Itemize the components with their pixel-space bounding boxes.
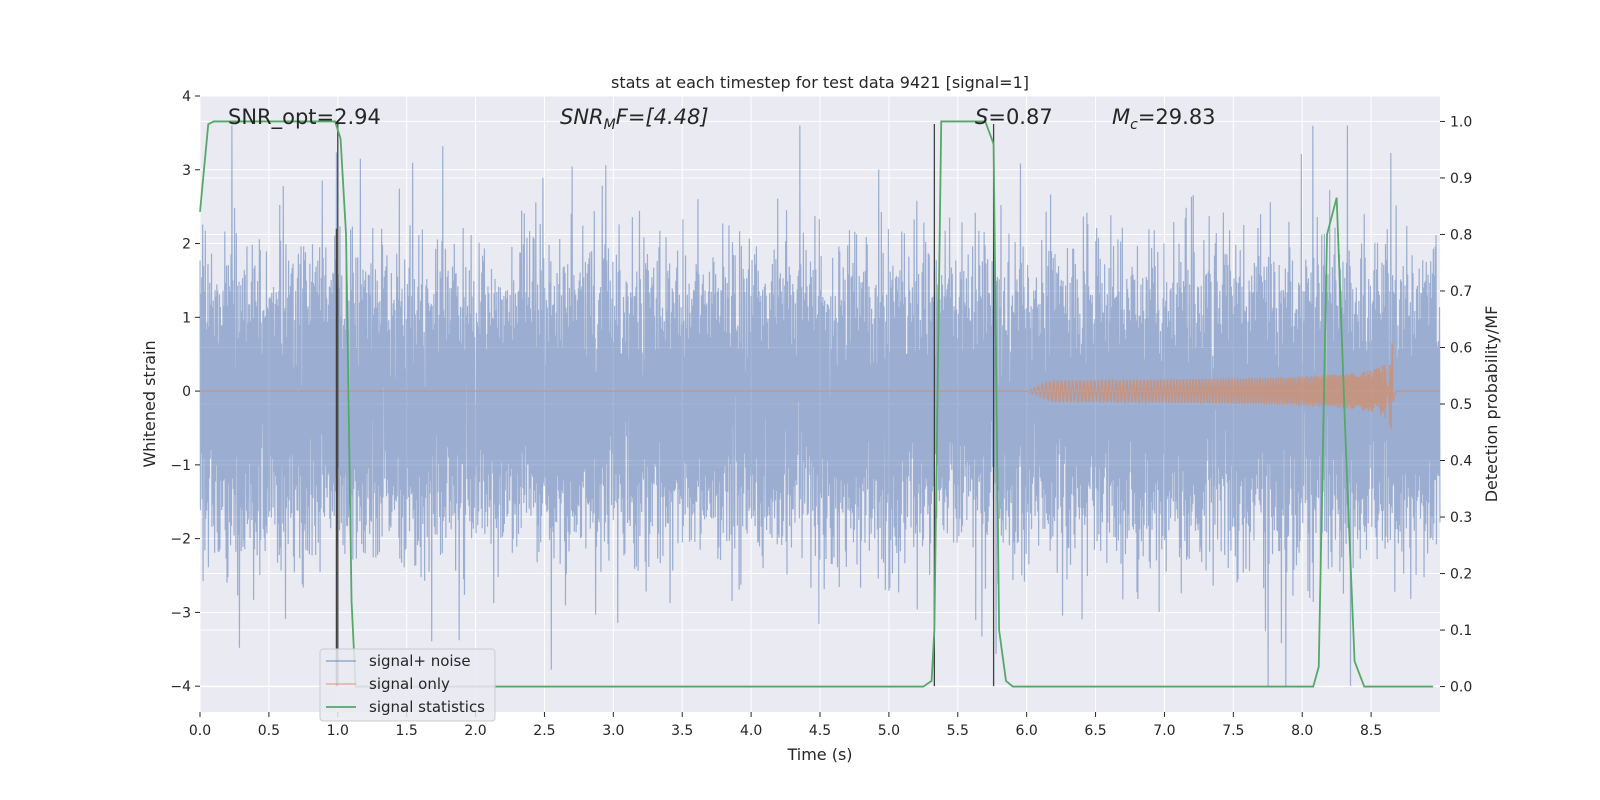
snr-mf-base: SNR <box>560 105 604 129</box>
x-tick-label: 2.5 <box>533 723 555 739</box>
x-tick-label: 7.5 <box>1222 723 1244 739</box>
legend: signal+ noise signal only signal statist… <box>319 648 496 722</box>
s-value: =0.87 <box>988 105 1052 129</box>
s-annotation: S=0.87 <box>975 105 1053 129</box>
y-tick-label-left: 4 <box>182 89 191 105</box>
series-signal-only <box>200 343 1440 430</box>
y-tick-label-right: 0.5 <box>1450 397 1472 413</box>
mc-annotation: Mc=29.83 <box>1112 105 1216 133</box>
y-tick-label-right: 0.9 <box>1450 171 1472 187</box>
legend-label-signal-only: signal only <box>369 675 450 693</box>
x-tick-label: 1.5 <box>396 723 418 739</box>
chart-title: stats at each timestep for test data 942… <box>611 73 1029 92</box>
x-tick-label: 4.5 <box>809 723 831 739</box>
x-tick-label: 6.5 <box>1084 723 1106 739</box>
legend-label-signal-statistics: signal statistics <box>369 698 485 716</box>
x-tick-label: 5.0 <box>878 723 900 739</box>
x-tick-label: 6.0 <box>1016 723 1038 739</box>
x-tick-label: 1.0 <box>327 723 349 739</box>
legend-box <box>319 648 496 722</box>
x-tick-label: 0.0 <box>189 723 211 739</box>
x-tick-label: 7.0 <box>1153 723 1175 739</box>
y-tick-label-left: −2 <box>170 532 191 548</box>
snr-mf-annotation: SNRMF=[4.48] <box>560 105 709 133</box>
y-tick-label-left: 2 <box>182 237 191 253</box>
y-tick-label-left: −1 <box>170 458 191 474</box>
y-axis-label-right: Detection probability/MF <box>1482 306 1501 503</box>
x-axis-label: Time (s) <box>786 745 852 764</box>
snr-mf-sub: M <box>604 117 616 133</box>
x-tick-label: 5.5 <box>947 723 969 739</box>
y-tick-label-right: 0.6 <box>1450 340 1472 356</box>
y-tick-label-left: −3 <box>170 605 191 621</box>
s-label: S <box>975 105 988 129</box>
y-tick-label-right: 1.0 <box>1450 114 1472 130</box>
y-tick-label-right: 0.1 <box>1450 623 1472 639</box>
mc-value: =29.83 <box>1138 105 1216 129</box>
y-tick-label-right: 0.2 <box>1450 567 1472 583</box>
mc-sub: c <box>1130 117 1138 133</box>
mc-base: M <box>1112 105 1130 129</box>
x-tick-label: 3.5 <box>671 723 693 739</box>
y-tick-label-left: 3 <box>182 163 191 179</box>
x-tick-label: 8.5 <box>1360 723 1382 739</box>
plot-area <box>199 120 1441 688</box>
snr-mf-rest: F=[4.48] <box>616 105 709 129</box>
y-tick-label-left: −4 <box>170 679 191 695</box>
y-tick-label-right: 0.4 <box>1450 454 1472 470</box>
snr-opt-annotation: SNR_opt=2.94 <box>228 105 381 130</box>
legend-label-signal-noise: signal+ noise <box>369 652 471 670</box>
y-tick-label-right: 0.3 <box>1450 510 1472 526</box>
x-tick-label: 3.0 <box>602 723 624 739</box>
y-tick-label-right: 0.7 <box>1450 284 1472 300</box>
y-axis-label-left: Whitened strain <box>140 340 159 467</box>
y-tick-label-left: 1 <box>182 310 191 326</box>
x-tick-label: 0.5 <box>258 723 280 739</box>
series-signal-statistics <box>199 120 1434 688</box>
y-tick-label-left: 0 <box>182 384 191 400</box>
x-ticks: 0.0 0.5 1.0 1.5 2.0 2.5 3.0 3.5 4.0 4.5 5.0 5.5 6.0 6… <box>189 712 1382 739</box>
x-tick-label: 8.0 <box>1291 723 1313 739</box>
y-tick-label-right: 0.8 <box>1450 227 1472 243</box>
right-y-ticks: 0.0 0.1 0.2 0.3 0.4 0.5 0.6 0.7 0.8 0.9 1.0 <box>1440 114 1472 696</box>
series-signal-noise <box>199 125 1441 687</box>
y-tick-label-right: 0.0 <box>1450 680 1472 696</box>
left-y-ticks: −4 −3 −2 −1 0 1 2 3 4 <box>170 89 200 695</box>
x-tick-label: 2.0 <box>464 723 486 739</box>
x-tick-label: 4.0 <box>740 723 762 739</box>
